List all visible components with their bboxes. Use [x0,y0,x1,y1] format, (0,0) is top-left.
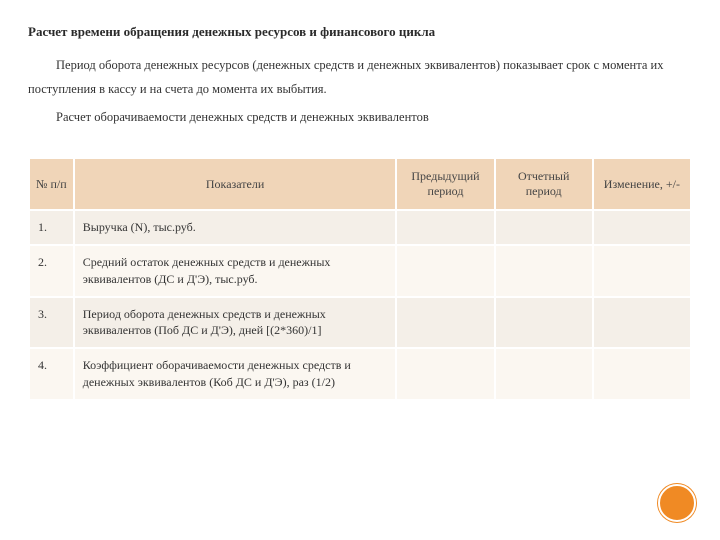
cell-change [594,349,690,399]
paragraph-1: Период оборота денежных ресурсов (денежн… [28,54,692,102]
cell-indicator: Средний остаток денежных средств и денеж… [75,246,396,296]
page-title: Расчет времени обращения денежных ресурс… [28,24,692,40]
cell-change [594,298,690,348]
cell-prev [397,211,493,244]
table-row: 3. Период оборота денежных средств и ден… [30,298,690,348]
cell-prev [397,349,493,399]
cell-num: 1. [30,211,73,244]
th-num: № п/п [30,159,73,209]
table-row: 1. Выручка (N), тыс.руб. [30,211,690,244]
table-row: 4. Коэффициент оборачиваемости денежных … [30,349,690,399]
table-header-row: № п/п Показатели Предыдущий период Отчет… [30,159,690,209]
cell-change [594,246,690,296]
th-indicator: Показатели [75,159,396,209]
turnover-table: № п/п Показатели Предыдущий период Отчет… [28,157,692,401]
cell-curr [496,349,592,399]
th-change: Изменение, +/- [594,159,690,209]
cell-curr [496,246,592,296]
cell-change [594,211,690,244]
cell-num: 2. [30,246,73,296]
cell-prev [397,246,493,296]
th-prev: Предыдущий период [397,159,493,209]
cell-prev [397,298,493,348]
paragraph-2: Расчет оборачиваемости денежных средств … [28,106,692,130]
cell-indicator: Выручка (N), тыс.руб. [75,211,396,244]
cell-curr [496,298,592,348]
cell-indicator: Коэффициент оборачиваемости денежных сре… [75,349,396,399]
table-row: 2. Средний остаток денежных средств и де… [30,246,690,296]
cell-indicator: Период оборота денежных средств и денежн… [75,298,396,348]
cell-num: 3. [30,298,73,348]
decorative-circle-icon [658,484,696,522]
th-curr: Отчетный период [496,159,592,209]
cell-num: 4. [30,349,73,399]
cell-curr [496,211,592,244]
